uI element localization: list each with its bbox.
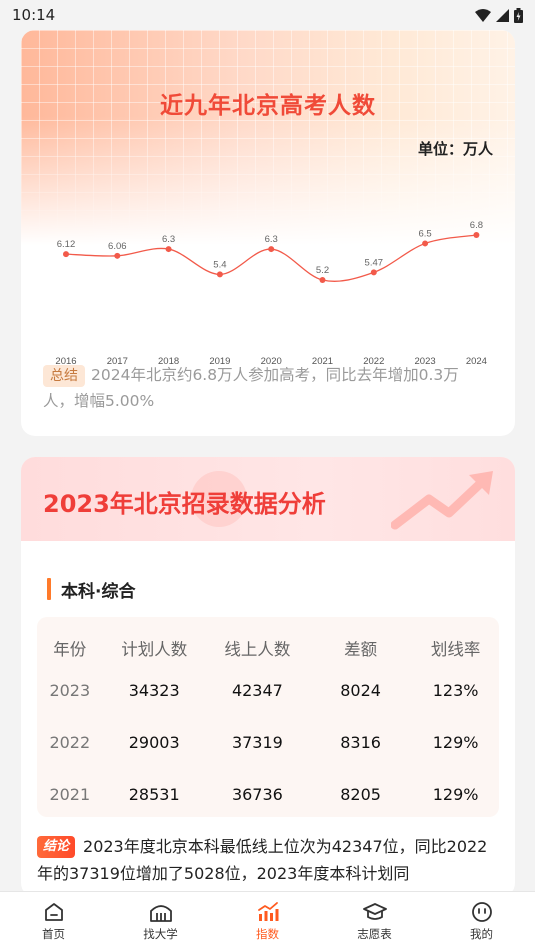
data-label: 5.2 <box>316 265 329 276</box>
table-cell: 2022 <box>49 732 91 752</box>
header-cell: 线上人数 <box>224 640 291 659</box>
table-cell: 129% <box>432 784 479 804</box>
header-cell: 划线率 <box>430 640 481 659</box>
conclusion-text: 2023年度北京本科最低线上位次为42347位，同比2022年的37319位增加… <box>37 837 488 883</box>
data-point <box>165 246 172 253</box>
header-cell: 计划人数 <box>121 640 188 659</box>
chart-title: 近九年北京高考人数 <box>160 93 376 119</box>
x-tick-label: 2018 <box>158 356 179 367</box>
table-cell: 8205 <box>340 784 381 804</box>
x-tick-label: 2019 <box>209 356 230 367</box>
table-cell: 36736 <box>231 784 283 804</box>
data-label: 6.3 <box>265 234 278 245</box>
nav-item-volunteer-form[interactable]: 志愿表 <box>321 892 428 951</box>
chart-index-icon <box>257 902 278 921</box>
analysis-title: 2023年北京招录数据分析 <box>43 490 326 518</box>
section-accent-bar <box>47 578 51 600</box>
university-icon <box>149 905 172 922</box>
x-tick-label: 2016 <box>55 356 76 367</box>
table-cell: 8316 <box>340 732 381 752</box>
data-point <box>473 232 480 238</box>
table-cell: 2023 <box>49 680 91 700</box>
table-cell: 37319 <box>231 732 283 752</box>
bottom-nav: 首页 找大学 指数 志愿表 我的 <box>0 891 535 951</box>
home-icon <box>44 903 63 921</box>
nav-item-profile[interactable]: 我的 <box>428 892 535 951</box>
table-header-row: 年份 计划人数 线上人数 差额 划线率 <box>37 633 499 663</box>
chart-unit-label: 单位：万人 <box>417 140 493 158</box>
data-point <box>422 240 429 247</box>
x-tick-label: 2022 <box>363 356 384 367</box>
data-point <box>216 271 223 278</box>
data-label: 6.06 <box>108 241 127 252</box>
card-header-grid-pattern <box>21 30 515 245</box>
exam-count-card: 近九年北京高考人数 单位：万人 6.12 2016 6.06 2017 6.3 2018 5… <box>21 30 515 436</box>
nav-label: 我的 <box>470 927 493 941</box>
data-label: 5.47 <box>365 257 384 268</box>
x-tick-label: 2020 <box>261 356 282 367</box>
data-point <box>319 277 326 283</box>
table-cell: 42347 <box>231 680 283 700</box>
admission-table: 年份 计划人数 线上人数 差额 划线率 2023 34323 42347 802… <box>37 617 499 817</box>
data-label: 6.8 <box>470 220 483 231</box>
status-icons <box>475 7 523 23</box>
header-cell: 差额 <box>344 640 378 659</box>
data-label: 6.5 <box>418 228 431 239</box>
signal-icon <box>496 8 509 22</box>
x-tick-label: 2024 <box>466 356 487 367</box>
battery-icon <box>514 7 523 23</box>
header-cell: 年份 <box>53 640 87 659</box>
wifi-icon <box>475 8 491 22</box>
table-cell: 8024 <box>340 680 381 700</box>
nav-label: 志愿表 <box>357 927 392 941</box>
nav-label: 指数 <box>256 927 279 941</box>
admission-analysis-card: 2023年北京招录数据分析 本科·综合 年份 计划人数 线上人数 差额 划线率 … <box>21 457 515 897</box>
x-tick-label: 2023 <box>415 356 436 367</box>
data-label: 6.3 <box>162 234 175 245</box>
x-tick-label: 2017 <box>107 356 128 367</box>
table-cell: 2021 <box>49 784 91 804</box>
table-cell: 123% <box>432 680 479 700</box>
table-cell: 129% <box>432 732 479 752</box>
data-point <box>114 252 121 259</box>
summary-tag: 总结 <box>43 365 85 387</box>
trend-arrow-icon <box>391 471 493 530</box>
nav-item-index[interactable]: 指数 <box>214 892 321 951</box>
table-row: 2021 28531 36736 8205 129% <box>37 779 499 809</box>
data-label: 5.4 <box>213 259 226 270</box>
summary-text: 2024年北京约6.8万人参加高考，同比去年增加0.3万人，增幅5.00% <box>43 366 459 410</box>
table-row: 2023 34323 42347 8024 123% <box>37 675 499 705</box>
line-chart: 6.12 2016 6.06 2017 6.3 2018 5.4 2019 6.3 2020 5.2… <box>55 220 487 367</box>
nav-item-university[interactable]: 找大学 <box>107 892 214 951</box>
card-header-gradient <box>21 30 515 245</box>
nav-label: 找大学 <box>143 927 178 941</box>
data-label: 6.12 <box>57 239 76 250</box>
x-tick-label: 2021 <box>312 356 333 367</box>
table-cell: 29003 <box>128 732 180 752</box>
profile-face-icon <box>471 902 492 922</box>
table-cell: 34323 <box>128 680 180 700</box>
data-point <box>370 269 377 276</box>
data-point <box>63 251 69 258</box>
summary: 总结 2024年北京约6.8万人参加高考，同比去年增加0.3万人，增幅5.00% <box>43 362 483 414</box>
data-point <box>268 246 275 253</box>
graduation-cap-icon <box>362 903 387 920</box>
section-title: 本科·综合 <box>61 582 136 602</box>
status-bar: 10:14 <box>0 0 535 30</box>
nav-label: 首页 <box>42 927 65 941</box>
table-cell: 28531 <box>128 784 180 804</box>
table-row: 2022 29003 37319 8316 129% <box>37 727 499 757</box>
conclusion-tag: 结论 <box>37 836 76 858</box>
conclusion: 结论 2023年度北京本科最低线上位次为42347位，同比2022年的37319位… <box>37 833 499 887</box>
nav-item-home[interactable]: 首页 <box>0 892 107 951</box>
decorative-circle <box>191 471 247 527</box>
status-time: 10:14 <box>12 6 56 24</box>
